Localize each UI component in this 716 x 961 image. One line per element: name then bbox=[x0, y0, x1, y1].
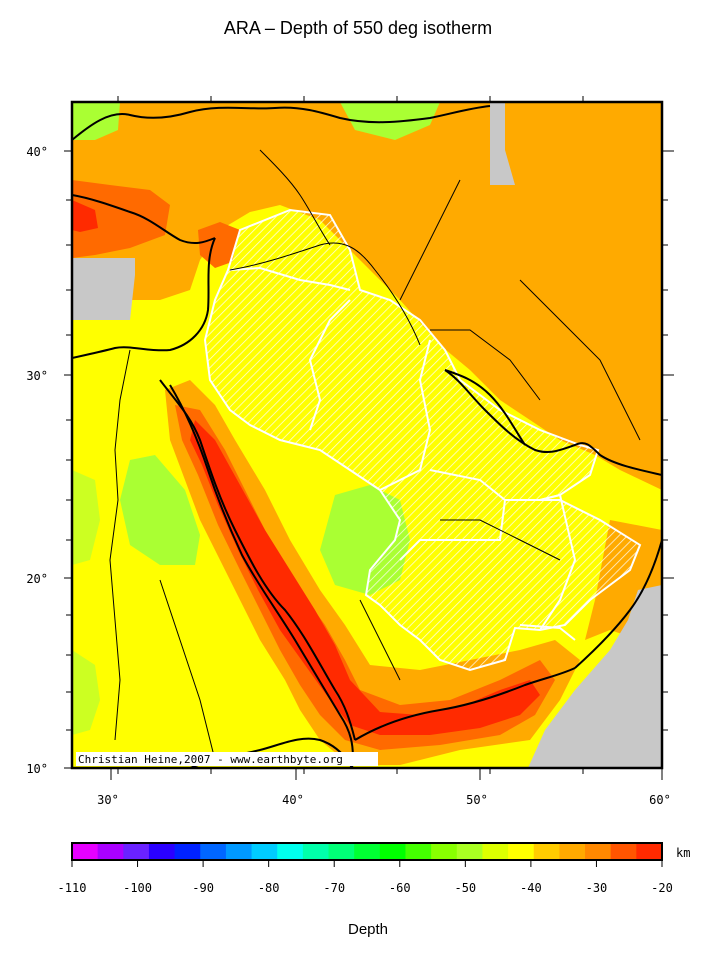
colorbar-swatch bbox=[508, 843, 535, 860]
colorbar-tick-label: -90 bbox=[192, 881, 214, 895]
colorbar-border bbox=[71, 842, 663, 861]
lat-label-20: 20° bbox=[26, 572, 48, 586]
frame-ticks bbox=[64, 96, 674, 780]
gray-caspian bbox=[490, 102, 515, 185]
colorbar-tick-label: -20 bbox=[651, 881, 673, 895]
colorbar-swatch bbox=[610, 843, 637, 860]
lon-tick-labels: 30° 40° 50° 60° bbox=[97, 793, 671, 807]
colorbar-swatch bbox=[533, 843, 560, 860]
credit-box bbox=[76, 752, 378, 766]
colorbar-tick-label: -60 bbox=[389, 881, 411, 895]
colorbar-tick-label: -80 bbox=[258, 881, 280, 895]
dark-orange-anatolia bbox=[72, 180, 170, 258]
colorbar-tick-label: -70 bbox=[323, 881, 345, 895]
colorbar-tick-label: -30 bbox=[586, 881, 608, 895]
green-sahara-sw bbox=[72, 650, 100, 735]
green-sahara-west bbox=[72, 470, 100, 565]
colorbar-swatch bbox=[456, 843, 484, 860]
map-title: ARA – Depth of 550 deg isotherm bbox=[223, 18, 493, 38]
colorbar-swatch bbox=[72, 843, 99, 860]
lat-label-10: 10° bbox=[26, 762, 48, 776]
lon-label-50: 50° bbox=[466, 793, 488, 807]
colorbar-swatch bbox=[277, 843, 304, 860]
colorbar-swatch bbox=[200, 843, 227, 860]
colorbar-swatch bbox=[431, 843, 458, 860]
colorbar-tick-label: -40 bbox=[520, 881, 542, 895]
colorbar-unit: km bbox=[676, 846, 690, 860]
colorbar-tick-label: -50 bbox=[454, 881, 476, 895]
colorbar-swatch bbox=[174, 843, 201, 860]
red-anatolia bbox=[72, 200, 98, 232]
colorbar-title: Depth bbox=[347, 921, 389, 938]
map-frame bbox=[72, 102, 662, 768]
borders-and-rivers bbox=[109, 149, 641, 761]
dark-orange-syria bbox=[198, 222, 240, 268]
map-border bbox=[70, 100, 664, 770]
colorbar-swatch bbox=[328, 843, 355, 860]
lat-label-30: 30° bbox=[26, 369, 48, 383]
credit-text: Christian Heine,2007 - www.earthbyte.org bbox=[78, 753, 343, 766]
colorbar-swatch bbox=[97, 843, 124, 860]
colorbar-swatch bbox=[636, 843, 663, 860]
lon-label-60: 60° bbox=[649, 793, 671, 807]
colorbar-swatch bbox=[585, 843, 612, 860]
colorbar-tick-label: -100 bbox=[123, 881, 152, 895]
gray-aegean bbox=[72, 258, 135, 320]
lat-tick-labels: 10° 20° 30° 40° bbox=[26, 145, 48, 776]
colorbar-tick-labels: -110 -100 -90 -80 -70 -60 -50 -40 -30 -20 bbox=[58, 860, 673, 895]
colorbar-swatch bbox=[379, 843, 407, 860]
colorbar-swatch bbox=[559, 843, 586, 860]
colorbar-swatch bbox=[354, 843, 381, 860]
orange-region bbox=[72, 102, 662, 490]
colorbar-swatch bbox=[405, 843, 432, 860]
lat-label-40: 40° bbox=[26, 145, 48, 159]
green-nubia bbox=[120, 455, 200, 565]
lon-label-30: 30° bbox=[97, 793, 119, 807]
colorbar-tick-label: -110 bbox=[58, 881, 87, 895]
colorbar-swatch bbox=[302, 843, 330, 860]
colorbar-swatch bbox=[225, 843, 253, 860]
lon-label-40: 40° bbox=[282, 793, 304, 807]
colorbar-swatch bbox=[123, 843, 150, 860]
terrane-boundaries bbox=[229, 266, 577, 641]
colorbar bbox=[72, 843, 663, 860]
colorbar-swatch bbox=[148, 843, 176, 860]
colorbar-swatch bbox=[482, 843, 509, 860]
colorbar-swatch bbox=[251, 843, 278, 860]
gray-oman bbox=[528, 585, 662, 768]
